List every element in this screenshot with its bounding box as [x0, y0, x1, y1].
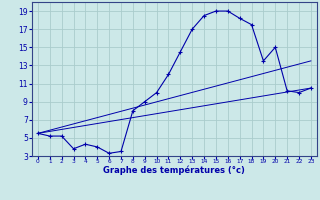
X-axis label: Graphe des températures (°c): Graphe des températures (°c) [103, 166, 245, 175]
